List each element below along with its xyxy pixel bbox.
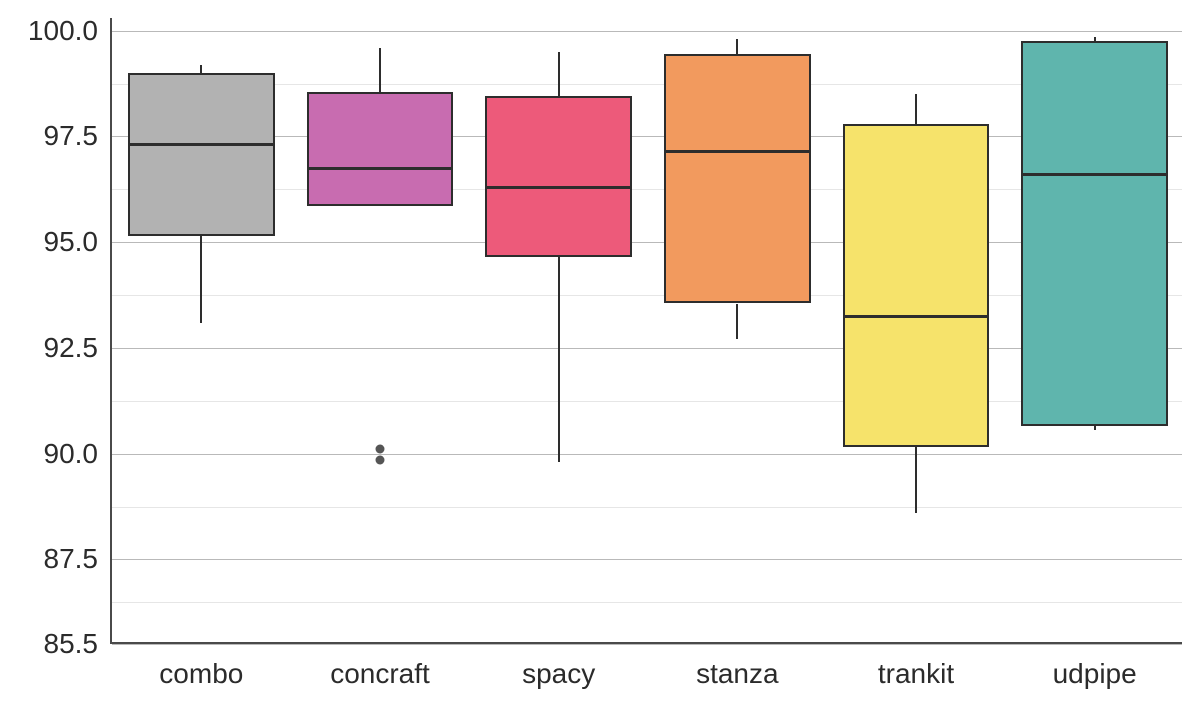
box-rect <box>664 54 811 304</box>
median-line <box>128 143 275 146</box>
x-tick-label: combo <box>159 642 243 690</box>
box-rect <box>128 73 275 236</box>
y-tick-label: 87.5 <box>44 543 113 575</box>
y-tick-label: 90.0 <box>44 438 113 470</box>
x-tick-label: concraft <box>330 642 430 690</box>
box-concraft <box>307 18 454 642</box>
x-tick-label: stanza <box>696 642 779 690</box>
y-tick-label: 95.0 <box>44 226 113 258</box>
box-trankit <box>843 18 990 642</box>
median-line <box>307 167 454 170</box>
gridline-major <box>112 644 1182 645</box>
x-tick-label: trankit <box>878 642 954 690</box>
median-line <box>485 186 632 189</box>
y-tick-label: 85.5 <box>44 628 113 660</box>
whisker-high <box>736 39 738 54</box>
whisker-low <box>736 304 738 340</box>
whisker-low <box>915 447 917 513</box>
whisker-low <box>200 236 202 323</box>
box-rect <box>485 96 632 257</box>
whisker-low <box>1094 426 1096 430</box>
outlier-dot <box>375 456 384 465</box>
boxplot-chart: 85.5 87.5 90.0 92.5 95.0 97.5 100.0 combo concra… <box>0 0 1200 710</box>
box-stanza <box>664 18 811 642</box>
median-line <box>664 150 811 153</box>
whisker-high <box>558 52 560 96</box>
box-combo <box>128 18 275 642</box>
median-line <box>1021 173 1168 176</box>
whisker-low <box>558 257 560 462</box>
y-tick-label: 92.5 <box>44 332 113 364</box>
box-rect <box>307 92 454 206</box>
y-tick-label: 97.5 <box>44 120 113 152</box>
whisker-high <box>379 48 381 92</box>
median-line <box>843 315 990 318</box>
box-rect <box>843 124 990 448</box>
whisker-high <box>200 65 202 73</box>
outlier-dot <box>375 445 384 454</box>
plot-area: 85.587.590.092.595.097.5100.0comboconcra… <box>110 18 1182 644</box>
x-tick-label: spacy <box>522 642 595 690</box>
y-tick-label: 100.0 <box>28 15 112 47</box>
whisker-high <box>915 94 917 124</box>
x-tick-label: udpipe <box>1053 642 1137 690</box>
box-rect <box>1021 41 1168 426</box>
box-udpipe <box>1021 18 1168 642</box>
box-spacy <box>485 18 632 642</box>
